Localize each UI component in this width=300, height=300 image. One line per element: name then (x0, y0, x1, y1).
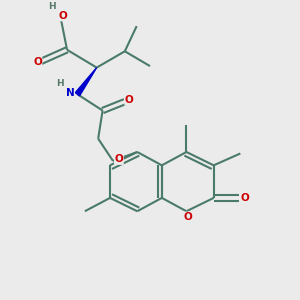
Text: O: O (125, 95, 134, 105)
Text: O: O (184, 212, 192, 222)
Text: O: O (115, 154, 123, 164)
Polygon shape (75, 68, 97, 96)
Text: O: O (58, 11, 67, 21)
Text: H: H (48, 2, 56, 11)
Text: H: H (56, 80, 64, 88)
Text: O: O (33, 57, 42, 67)
Text: O: O (240, 193, 249, 203)
Text: N: N (66, 88, 74, 98)
